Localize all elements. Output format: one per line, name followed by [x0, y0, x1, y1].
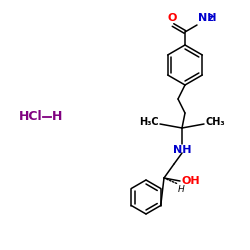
Text: OH: OH [182, 176, 201, 186]
Text: H: H [52, 110, 62, 124]
Text: NH: NH [198, 13, 216, 23]
Text: CH₃: CH₃ [205, 117, 225, 127]
Text: HCl: HCl [18, 110, 42, 124]
Text: O: O [167, 13, 177, 23]
Text: H₃C: H₃C [140, 117, 159, 127]
Text: NH: NH [173, 145, 191, 155]
Text: H: H [178, 185, 185, 194]
Text: 2: 2 [208, 14, 214, 23]
